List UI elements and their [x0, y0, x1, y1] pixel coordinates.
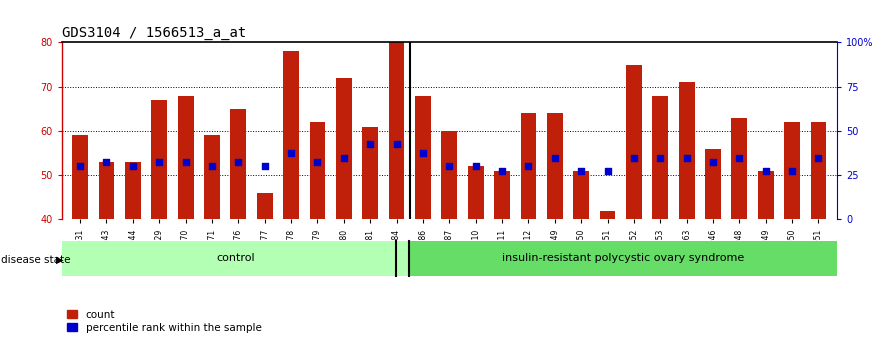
- Point: [732, 155, 746, 160]
- Bar: [389, 42, 404, 219]
- Text: control: control: [216, 253, 255, 263]
- Bar: [336, 78, 352, 219]
- Bar: [468, 166, 484, 219]
- Point: [284, 150, 298, 156]
- Text: insulin-resistant polycystic ovary syndrome: insulin-resistant polycystic ovary syndr…: [502, 253, 744, 263]
- Bar: [72, 135, 88, 219]
- Bar: [362, 126, 378, 219]
- Point: [389, 141, 403, 147]
- Point: [679, 155, 693, 160]
- Bar: [256, 193, 272, 219]
- Bar: [178, 96, 194, 219]
- Point: [310, 159, 324, 165]
- Bar: [731, 118, 747, 219]
- Point: [416, 150, 430, 156]
- Bar: [705, 149, 721, 219]
- Bar: [652, 96, 668, 219]
- Point: [205, 164, 219, 169]
- Bar: [574, 171, 589, 219]
- Bar: [409, 241, 837, 276]
- Bar: [784, 122, 800, 219]
- Bar: [152, 100, 167, 219]
- Bar: [231, 109, 247, 219]
- Point: [73, 164, 87, 169]
- Point: [706, 159, 720, 165]
- Point: [469, 164, 483, 169]
- Bar: [441, 131, 457, 219]
- Bar: [626, 64, 642, 219]
- Bar: [309, 122, 325, 219]
- Bar: [62, 241, 409, 276]
- Bar: [521, 113, 537, 219]
- Point: [100, 159, 114, 165]
- Point: [495, 168, 509, 173]
- Point: [574, 168, 589, 173]
- Legend: count, percentile rank within the sample: count, percentile rank within the sample: [67, 310, 262, 333]
- Point: [152, 159, 167, 165]
- Point: [337, 155, 351, 160]
- Point: [785, 168, 799, 173]
- Point: [601, 168, 615, 173]
- Bar: [758, 171, 774, 219]
- Bar: [678, 82, 694, 219]
- Point: [232, 159, 246, 165]
- Point: [179, 159, 193, 165]
- Bar: [811, 122, 826, 219]
- Bar: [204, 135, 220, 219]
- Text: GDS3104 / 1566513_a_at: GDS3104 / 1566513_a_at: [62, 26, 246, 40]
- Bar: [494, 171, 510, 219]
- Point: [548, 155, 562, 160]
- Bar: [547, 113, 563, 219]
- Point: [363, 141, 377, 147]
- Bar: [600, 211, 616, 219]
- Text: disease state: disease state: [1, 255, 70, 265]
- Bar: [415, 96, 431, 219]
- Bar: [125, 162, 141, 219]
- Point: [759, 168, 773, 173]
- Point: [522, 164, 536, 169]
- Point: [627, 155, 641, 160]
- Text: ▶: ▶: [56, 255, 63, 265]
- Bar: [99, 162, 115, 219]
- Bar: [283, 51, 299, 219]
- Point: [653, 155, 667, 160]
- Point: [442, 164, 456, 169]
- Point: [257, 164, 271, 169]
- Point: [811, 155, 825, 160]
- Point: [126, 164, 140, 169]
